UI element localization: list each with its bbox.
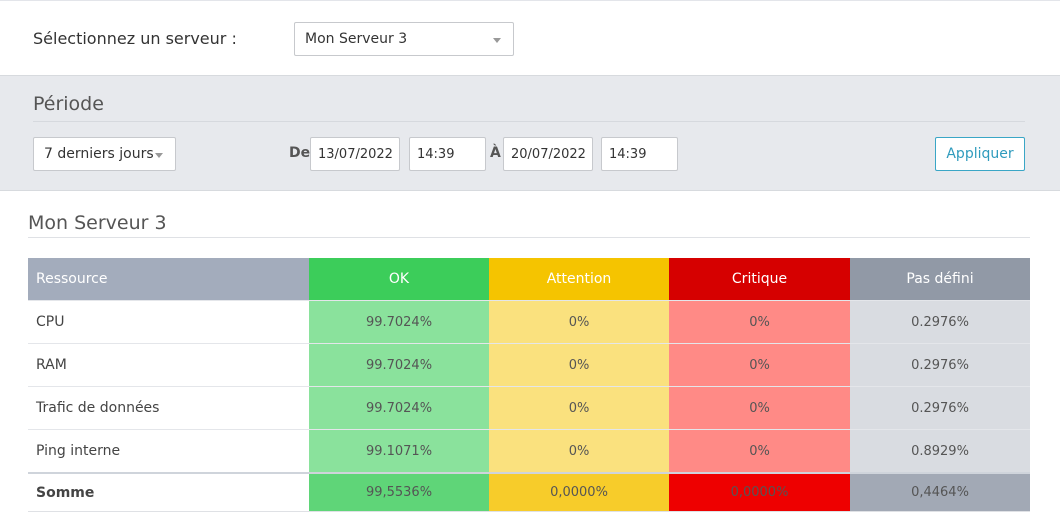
from-label: De xyxy=(289,145,311,161)
to-time-input[interactable]: 14:39 xyxy=(601,137,678,171)
chevron-down-icon xyxy=(493,38,501,43)
attention-value: 0% xyxy=(489,343,669,387)
column-header-attention: Attention xyxy=(489,258,669,301)
chevron-down-icon xyxy=(155,153,163,158)
attention-value: 0% xyxy=(489,429,669,473)
critique-value: 0% xyxy=(669,300,850,344)
ok-value: 99.1071% xyxy=(309,429,489,473)
period-title: Période xyxy=(33,93,104,115)
period-panel: Période 7 derniers jours De 13/07/2022 1… xyxy=(0,75,1060,191)
divider xyxy=(33,121,1025,122)
undefined-value: 0.2976% xyxy=(850,300,1030,344)
undefined-value: 0.2976% xyxy=(850,343,1030,387)
resource-name: RAM xyxy=(28,343,309,387)
attention-value: 0% xyxy=(489,300,669,344)
server-select-value: Mon Serveur 3 xyxy=(305,31,408,47)
ok-value: 99.7024% xyxy=(309,343,489,387)
resource-name: CPU xyxy=(28,300,309,344)
total-attention-value: 0,0000% xyxy=(489,472,669,512)
table-row: CPU 99.7024% 0% 0% 0.2976% xyxy=(28,300,1030,344)
undefined-value: 0.2976% xyxy=(850,386,1030,430)
total-critique-value: 0,0000% xyxy=(669,472,850,512)
to-label: À xyxy=(490,145,501,161)
critique-value: 0% xyxy=(669,343,850,387)
undefined-value: 0.8929% xyxy=(850,429,1030,473)
report-title: Mon Serveur 3 xyxy=(28,212,167,234)
resource-name: Ping interne xyxy=(28,429,309,473)
availability-table: Ressource OK Attention Critique Pas défi… xyxy=(28,258,1030,512)
table-row: Trafic de données 99.7024% 0% 0% 0.2976% xyxy=(28,386,1030,430)
critique-value: 0% xyxy=(669,386,850,430)
server-select-label: Sélectionnez un serveur : xyxy=(33,29,237,48)
column-header-ok: OK xyxy=(309,258,489,301)
table-header-row: Ressource OK Attention Critique Pas défi… xyxy=(28,258,1030,301)
resource-name: Trafic de données xyxy=(28,386,309,430)
table-row: Ping interne 99.1071% 0% 0% 0.8929% xyxy=(28,429,1030,473)
ok-value: 99.7024% xyxy=(309,386,489,430)
server-selector-bar: Sélectionnez un serveur : Mon Serveur 3 xyxy=(0,0,1060,75)
ok-value: 99.7024% xyxy=(309,300,489,344)
divider xyxy=(28,237,1030,238)
column-header-undefined: Pas défini xyxy=(850,258,1030,301)
from-date-input[interactable]: 13/07/2022 xyxy=(310,137,400,171)
total-undefined-value: 0,4464% xyxy=(850,472,1030,512)
apply-button[interactable]: Appliquer xyxy=(935,137,1025,171)
total-ok-value: 99,5536% xyxy=(309,472,489,512)
to-date-input[interactable]: 20/07/2022 xyxy=(503,137,593,171)
table-total-row: Somme 99,5536% 0,0000% 0,0000% 0,4464% xyxy=(28,472,1030,512)
period-range-select[interactable]: 7 derniers jours xyxy=(33,137,176,171)
from-time-input[interactable]: 14:39 xyxy=(409,137,486,171)
column-header-critique: Critique xyxy=(669,258,850,301)
attention-value: 0% xyxy=(489,386,669,430)
server-select[interactable]: Mon Serveur 3 xyxy=(294,22,514,56)
critique-value: 0% xyxy=(669,429,850,473)
column-header-resource: Ressource xyxy=(28,258,309,301)
period-range-value: 7 derniers jours xyxy=(44,146,154,162)
table-row: RAM 99.7024% 0% 0% 0.2976% xyxy=(28,343,1030,387)
total-label: Somme xyxy=(28,472,309,512)
